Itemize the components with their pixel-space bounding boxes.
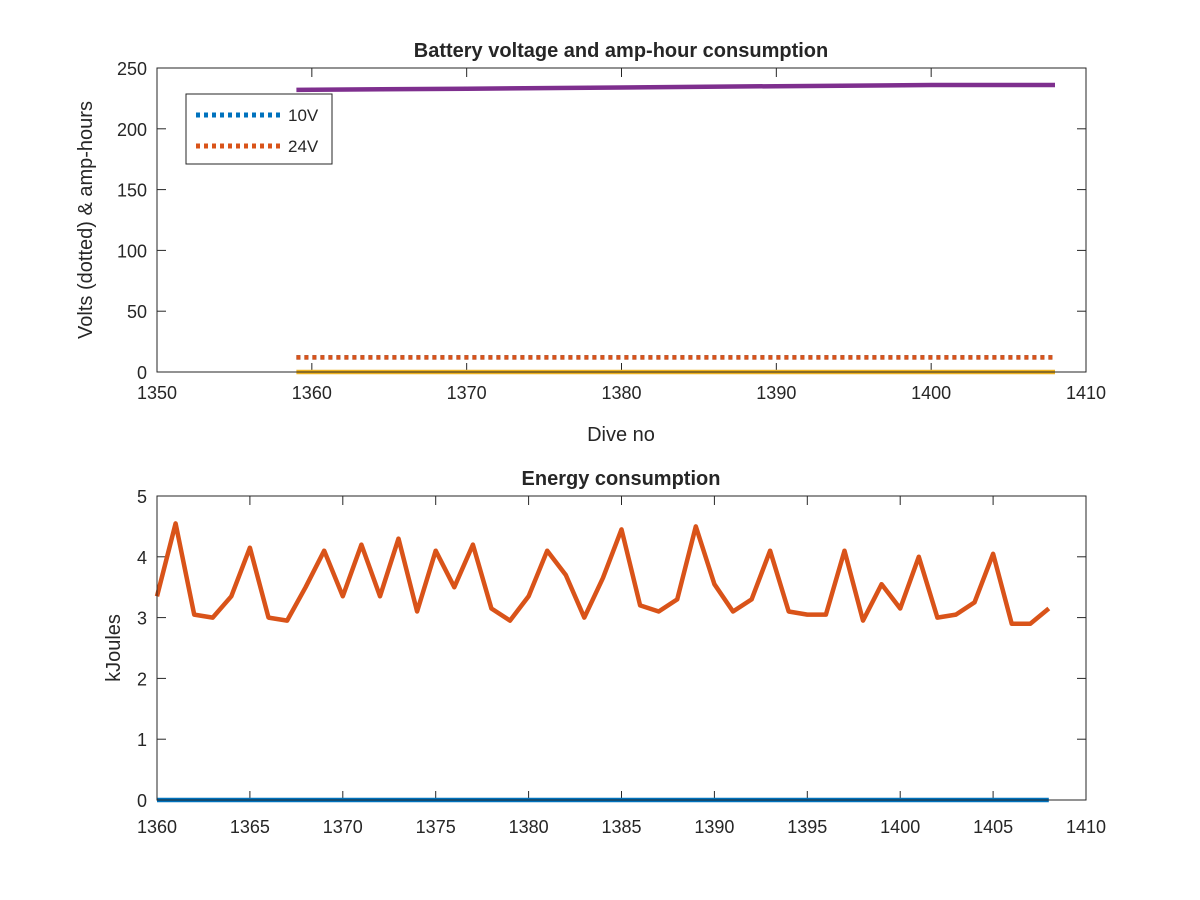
legend-label-10v: 10V [288,106,319,125]
subplot-1-axes-box [156,67,1087,373]
subplot-2-x-tick-label: 1370 [323,817,363,837]
subplot-1-x-tick-label: 1380 [601,383,641,403]
subplot-2-y-tick-label: 4 [137,548,147,568]
subplot-1-x-tick-label: 1350 [137,383,177,403]
subplot-2-x-tick-label: 1405 [973,817,1013,837]
subplot-2-title: Energy consumption [522,468,721,490]
subplot-1-x-tick-label: 1360 [292,383,332,403]
legend-label-24v: 24V [288,137,319,156]
subplot-2-x-tick-label: 1360 [137,817,177,837]
subplot-2-x-tick-label: 1365 [230,817,270,837]
battery-voltage-subplot: Battery voltage and amp-hour consumption… [75,40,1106,446]
energy-consumption-subplot: Energy consumption kJoules 1360 1365 1370 1… [103,468,1106,837]
subplot-1-y-tick-label: 50 [127,302,147,322]
subplot-2-axes-box [156,495,1087,801]
subplot-2-y-tick-label: 0 [137,791,147,811]
subplot-1-title: Battery voltage and amp-hour consumption [414,40,828,62]
subplot-1-y-tick-label: 200 [117,120,147,140]
subplot-2-y-tick-label: 5 [137,487,147,507]
subplot-1-y-tick-label: 100 [117,241,147,261]
subplot-2-x-tick-label: 1375 [416,817,456,837]
subplot-1-x-axis-label: Dive no [587,424,655,446]
subplot-2-y-axis-label: kJoules [103,614,125,682]
subplot-1-x-tick-label: 1410 [1066,383,1106,403]
subplot-1-x-tick-label: 1370 [447,383,487,403]
subplot-2-x-tick-label: 1395 [787,817,827,837]
subplot-1-y-axis-label: Volts (dotted) & amp-hours [75,101,97,339]
subplot-2-x-tick-label: 1390 [694,817,734,837]
subplot-2-line-series-2 [154,521,1051,626]
subplot-2-x-tick-label: 1410 [1066,817,1106,837]
subplot-2-y-tick-label: 2 [137,669,147,689]
subplot-1-y-tick-label: 150 [117,181,147,201]
subplot-2-y-tick-label: 3 [137,609,147,629]
subplot-2-x-tick-label: 1385 [601,817,641,837]
legend: 10V 24V [185,93,333,165]
subplot-1-y-tick-label: 0 [137,363,147,383]
subplot-2-x-tick-label: 1400 [880,817,920,837]
subplot-1-x-tick-label: 1390 [756,383,796,403]
subplot-1-x-tick-label: 1400 [911,383,951,403]
subplot-2-y-tick-label: 1 [137,730,147,750]
subplot-1-y-tick-label: 250 [117,59,147,79]
legend-box [185,93,333,165]
subplot-2-x-tick-label: 1380 [509,817,549,837]
subplot-1-line-series-4 [296,82,1055,93]
